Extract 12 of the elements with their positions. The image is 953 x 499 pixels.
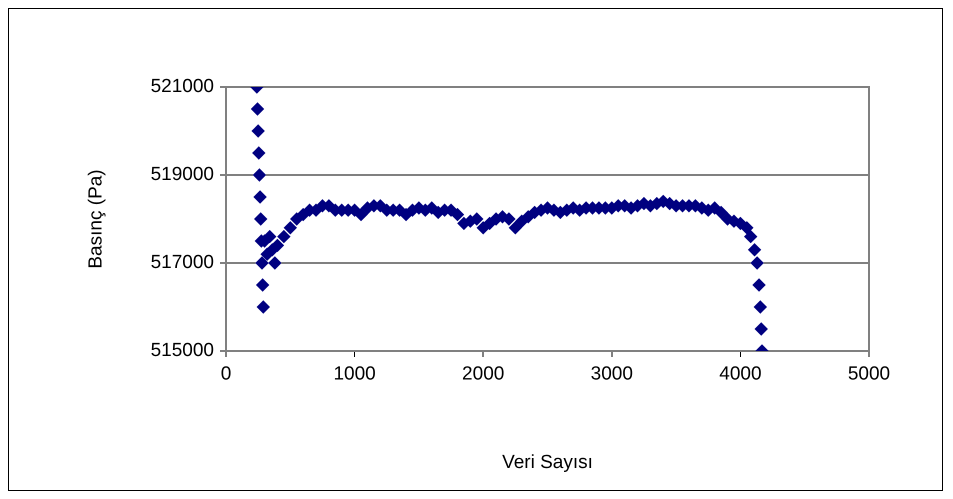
x-tick-label: 2000 — [462, 364, 504, 385]
x-tick-label: 1000 — [333, 364, 376, 385]
x-tick-label: 3000 — [590, 364, 633, 385]
y-tick-label: 515000 — [150, 340, 214, 362]
x-tick-label: 5000 — [848, 364, 890, 385]
y-axis-title: Basınç (Pa) — [86, 169, 107, 269]
x-tick-label: 0 — [220, 364, 232, 385]
x-tick-label: 4000 — [719, 364, 762, 385]
x-axis-title: Veri Sayısı — [502, 452, 593, 473]
y-tick-label: 517000 — [150, 252, 214, 274]
y-tick-label: 521000 — [150, 76, 214, 98]
y-tick-label: 519000 — [150, 164, 214, 186]
